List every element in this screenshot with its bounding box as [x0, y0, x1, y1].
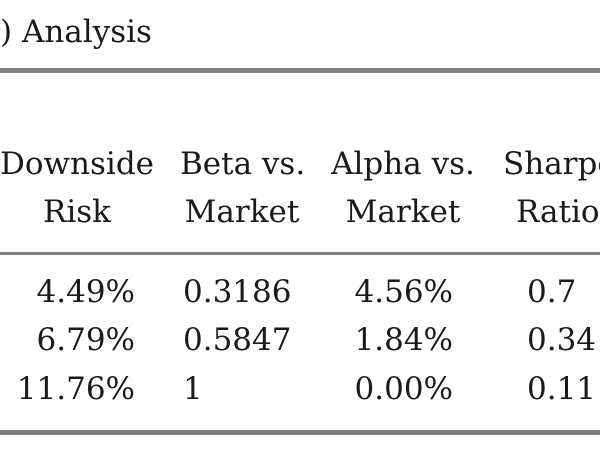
- table-title: ) Analysis: [0, 14, 152, 50]
- header-downside-risk-line1: Downside: [0, 146, 155, 182]
- cell-alpha: 1.84%: [354, 322, 453, 358]
- top-rule: [0, 68, 600, 73]
- header-beta-line2: Market: [184, 194, 300, 230]
- header-beta: Beta vs. Market: [180, 140, 306, 236]
- cell-downside-risk: 6.79%: [36, 322, 135, 358]
- header-beta-line1: Beta vs.: [180, 146, 306, 182]
- cell-beta: 0.3186: [183, 274, 292, 310]
- cell-beta: 0.5847: [183, 322, 292, 358]
- cell-downside-risk: 4.49%: [36, 274, 135, 310]
- header-alpha-line2: Market: [345, 194, 461, 230]
- header-sharpe: Sharpe Ratio: [503, 140, 600, 236]
- cell-sharpe: 0.11: [527, 371, 597, 407]
- cell-sharpe: 0.34: [527, 322, 597, 358]
- header-alpha-line1: Alpha vs.: [331, 146, 475, 182]
- bottom-rule: [0, 430, 600, 435]
- header-rule: [0, 252, 600, 255]
- cell-downside-risk: 11.76%: [16, 371, 135, 407]
- cell-sharpe: 0.7: [527, 274, 577, 310]
- header-downside-risk: Downside Risk: [0, 140, 156, 236]
- header-downside-risk-line2: Risk: [43, 194, 111, 230]
- cell-alpha: 0.00%: [354, 371, 453, 407]
- header-sharpe-line2: Ratio: [516, 194, 600, 230]
- header-alpha: Alpha vs. Market: [330, 140, 476, 236]
- cell-beta: 1: [183, 371, 203, 407]
- cell-alpha: 4.56%: [354, 274, 453, 310]
- header-sharpe-line1: Sharpe: [503, 146, 600, 182]
